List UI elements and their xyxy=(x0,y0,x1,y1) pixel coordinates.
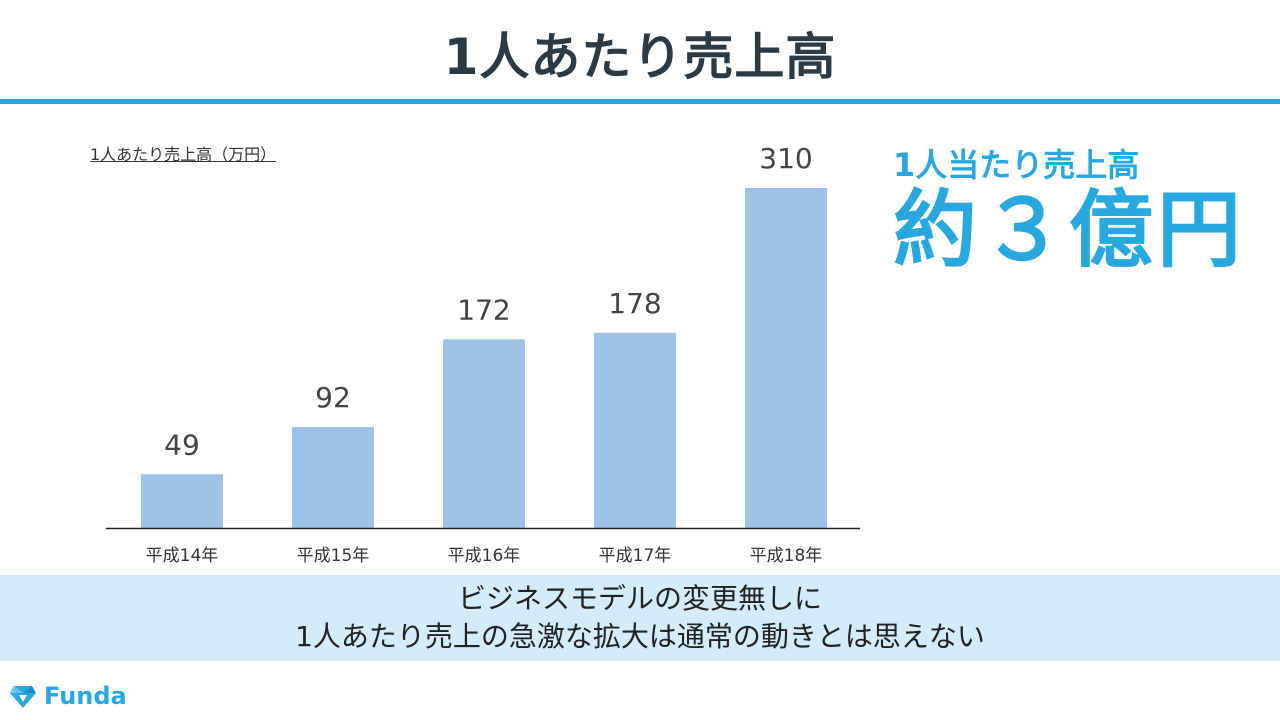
x-tick-label-2: 平成15年 xyxy=(297,546,370,566)
bar-2 xyxy=(292,427,374,528)
x-tick-label-5: 平成18年 xyxy=(750,546,823,566)
data-label-5: 310 xyxy=(759,142,812,175)
title-divider xyxy=(0,99,1280,104)
chart-unit-label: 1人あたり売上高（万円） xyxy=(90,145,277,164)
bar-1 xyxy=(141,474,223,528)
x-tick-label-3: 平成16年 xyxy=(448,546,521,566)
data-label-3: 172 xyxy=(457,293,510,326)
x-tick-label-1: 平成14年 xyxy=(146,546,219,566)
bar-4 xyxy=(594,332,676,528)
diamond-icon xyxy=(10,686,36,708)
data-label-4: 178 xyxy=(608,287,661,320)
data-label-1: 49 xyxy=(164,428,200,461)
brand-logo: Funda xyxy=(10,680,127,712)
highlight-value: 約３億円 xyxy=(893,181,1246,279)
brand-name: Funda xyxy=(44,682,127,710)
highlight-label: 1人当たり売上高 xyxy=(893,146,1140,184)
x-tick-label-4: 平成17年 xyxy=(599,546,672,566)
data-label-2: 92 xyxy=(315,381,351,414)
callout-box: ビジネスモデルの変更無しに 1人あたり売上の急激な拡大は通常の動きとは思えない xyxy=(0,575,1280,661)
callout-line-2: 1人あたり売上の急激な拡大は通常の動きとは思えない xyxy=(295,620,985,653)
bar-5 xyxy=(745,188,827,528)
callout-line-1: ビジネスモデルの変更無しに xyxy=(457,582,822,615)
page-title: 1人あたり売上高 xyxy=(443,28,837,86)
bar-3 xyxy=(443,339,525,528)
